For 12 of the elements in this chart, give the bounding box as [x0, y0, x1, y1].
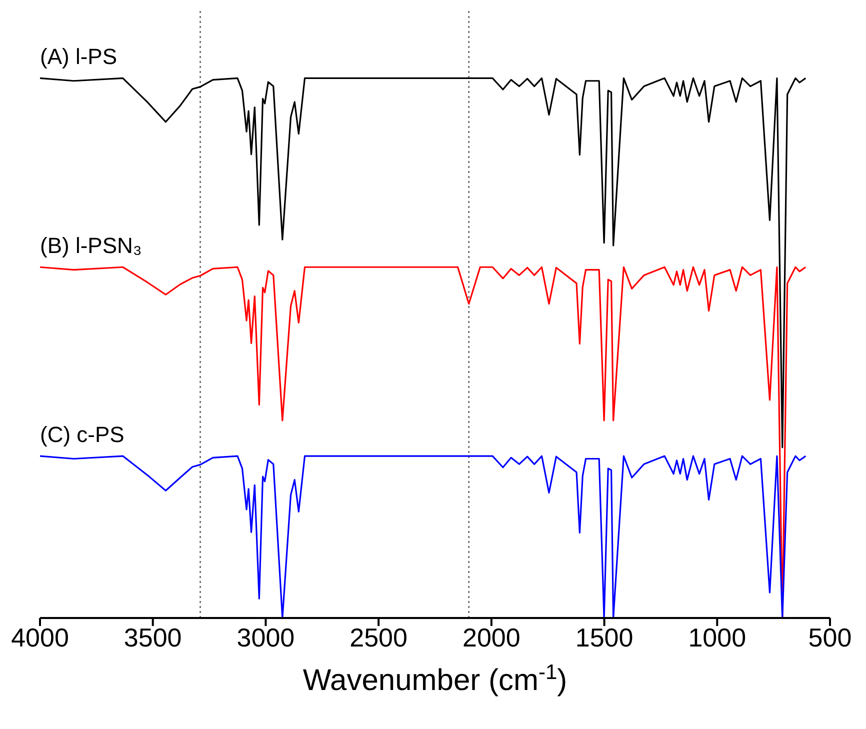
series-label: (B) l-PSN₃	[40, 233, 142, 258]
x-axis-title: Wavenumber (cm$^{-1}$)	[302, 660, 568, 697]
x-tick-label: 2000	[462, 622, 520, 652]
x-tick-label: 500	[808, 622, 852, 652]
series-label: (C) c-PS	[40, 422, 124, 448]
x-tick-label: 3500	[124, 622, 182, 652]
x-tick-label: 3000	[236, 622, 295, 652]
x-tick-label: 1500	[575, 622, 634, 652]
series-label: (A) l-PS	[40, 44, 117, 70]
x-tick-label: 4000	[11, 622, 69, 652]
x-tick-label: 2500	[350, 622, 408, 652]
x-tick-label: 1000	[688, 622, 746, 652]
